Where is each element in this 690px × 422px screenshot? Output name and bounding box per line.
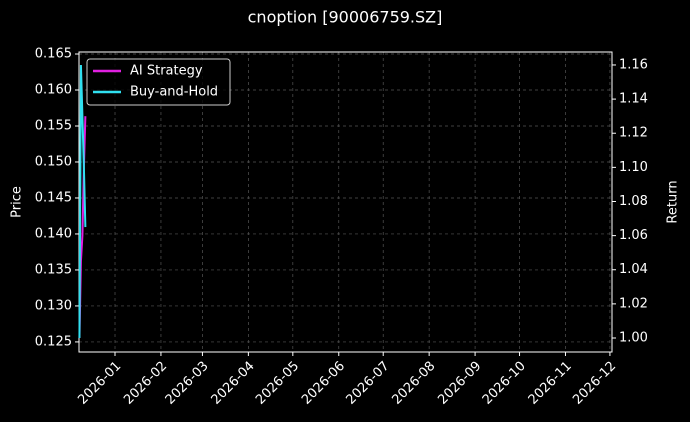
y2-tick-label: 1.16 bbox=[619, 57, 648, 72]
y-tick-label: 0.160 bbox=[35, 83, 72, 98]
y2-tick-label: 1.12 bbox=[619, 126, 648, 141]
y2-tick-label: 1.00 bbox=[619, 331, 648, 346]
y-tick-label: 0.145 bbox=[35, 190, 72, 205]
series-line bbox=[78, 64, 87, 339]
legend-box bbox=[86, 58, 231, 106]
y-tick-label: 0.125 bbox=[35, 334, 72, 349]
chart-title: cnoption [90006759.SZ] bbox=[248, 8, 443, 27]
legend: AI Strategy Buy-and-Hold bbox=[86, 58, 231, 106]
y-axis-label: Price bbox=[10, 186, 25, 218]
y2-tick-label: 1.06 bbox=[619, 228, 648, 243]
y2-tick-label: 1.08 bbox=[619, 194, 648, 209]
y-tick-label: 0.140 bbox=[35, 226, 72, 241]
y2-tick-label: 1.04 bbox=[619, 262, 648, 277]
y2-tick-label: 1.02 bbox=[619, 296, 648, 311]
y-tick-label: 0.155 bbox=[35, 118, 72, 133]
legend-label: Buy-and-Hold bbox=[130, 85, 218, 100]
y2-tick-label: 1.10 bbox=[619, 160, 648, 175]
y2-tick-label: 1.14 bbox=[619, 92, 648, 107]
legend-label: AI Strategy bbox=[130, 64, 203, 79]
y-tick-label: 0.130 bbox=[35, 298, 72, 313]
y-tick-label: 0.150 bbox=[35, 154, 72, 169]
y2-axis-label: Return bbox=[666, 180, 681, 223]
plot-frame bbox=[78, 51, 613, 353]
y-tick-label: 0.135 bbox=[35, 262, 72, 277]
y-tick-label: 0.165 bbox=[35, 47, 72, 62]
